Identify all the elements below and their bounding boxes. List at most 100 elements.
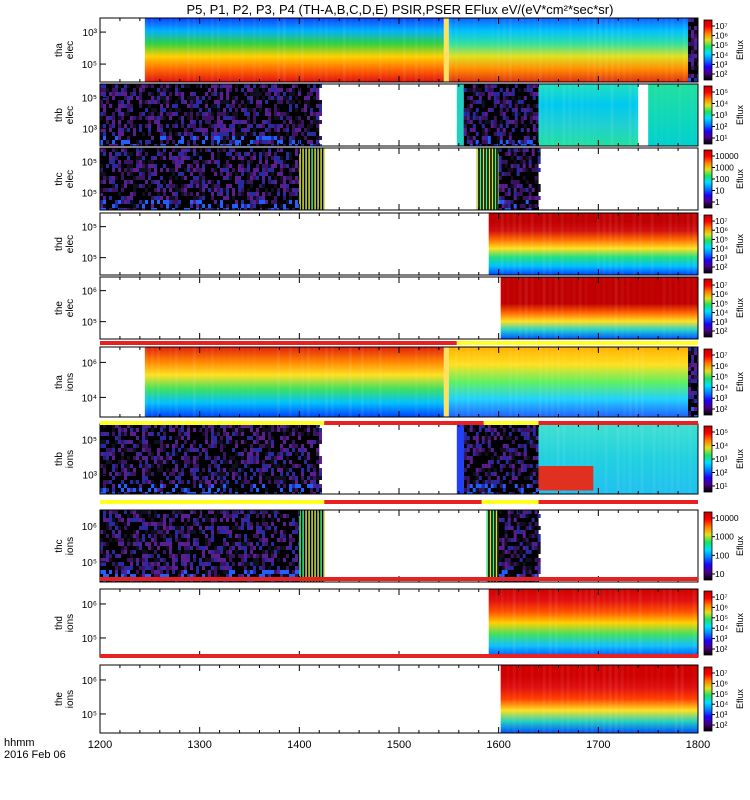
ytick-label: 10⁵ xyxy=(82,558,97,569)
region-thc-elec-0-cell xyxy=(163,156,166,160)
region-thb-ions-0-cell xyxy=(265,464,268,468)
ytick-label: 10⁵ xyxy=(82,94,97,105)
region-thb-ions-0-cell xyxy=(277,428,280,432)
region-thc-ions-0-cell xyxy=(241,518,244,522)
region-thd-ions-0-texture xyxy=(543,589,546,657)
region-the-ions-0-texture xyxy=(542,665,546,733)
region-the-ions-0-texture xyxy=(560,665,564,733)
region-thc-ions-0-cell xyxy=(139,510,142,514)
region-the-ions-0-texture xyxy=(518,665,522,733)
region-thb-elec-0-cell xyxy=(316,116,319,120)
region-thc-elec-0-cell xyxy=(211,168,214,172)
panel-label-probe: thb xyxy=(54,108,65,122)
region-thc-ions-0-cell xyxy=(124,526,127,530)
region-thb-elec-2-cell xyxy=(520,128,524,132)
region-thb-ions-0-cell xyxy=(238,472,241,476)
region-thc-elec-0-cell xyxy=(199,184,202,188)
region-thc-ions-0-cell xyxy=(238,554,241,558)
region-thb-elec-0-cell xyxy=(316,112,319,116)
region-tha-ions-3-cell xyxy=(688,391,692,395)
region-thc-ions-0-cell xyxy=(241,522,244,526)
region-the-elec-0-texture xyxy=(626,277,630,339)
region-thc-elec-0-cell xyxy=(142,204,145,208)
region-thb-ions-0-cell xyxy=(154,424,157,428)
region-thb-elec-0-cell xyxy=(313,84,316,88)
region-thb-ions-0-cell xyxy=(241,484,244,488)
region-thb-ions-0-cell xyxy=(103,488,106,492)
region-thb-ions-2-cell xyxy=(478,488,482,492)
region-thb-ions-0-cell xyxy=(169,428,172,432)
region-thc-elec-0-cell xyxy=(271,208,274,210)
region-thb-elec-0-cell xyxy=(292,128,295,132)
region-thc-ions-0-cell xyxy=(181,526,184,530)
region-thb-ions-2-cell xyxy=(487,468,491,472)
region-thb-ions-0-cell xyxy=(214,492,217,494)
region-thc-elec-3-cell xyxy=(525,168,529,172)
region-thc-elec-0-cell xyxy=(136,184,139,188)
region-thb-elec-2-cell xyxy=(511,88,515,92)
ytick-label: 10⁶ xyxy=(82,287,97,298)
region-thb-ions-2-cell xyxy=(511,476,515,480)
region-thc-elec-0-cell xyxy=(253,172,256,176)
region-thb-ions-2-cell xyxy=(517,428,521,432)
region-thb-ions-0-cell xyxy=(253,452,256,456)
region-thc-elec-0-cell xyxy=(178,152,181,156)
region-thb-ions-2-cell xyxy=(481,440,485,444)
region-thb-ions-0-cell xyxy=(103,440,106,444)
region-thb-ions-0-cell xyxy=(145,456,148,460)
region-thb-ions-0-cell xyxy=(226,484,229,488)
panel-label-species: elec xyxy=(65,170,76,188)
region-thb-elec-0-cell xyxy=(217,116,220,120)
region-thc-ions-0-cell xyxy=(103,530,106,534)
region-thb-elec-0-cell xyxy=(139,92,142,96)
region-thc-elec-0-cell xyxy=(148,168,151,172)
region-thb-elec-2-cell xyxy=(505,108,509,112)
region-thc-elec-0-cell xyxy=(253,176,256,180)
region-thc-ions-0-cell xyxy=(109,538,112,542)
region-thb-elec-0-cell xyxy=(274,136,277,140)
region-thc-elec-0-cell xyxy=(187,156,190,160)
region-thb-elec-0-cell xyxy=(289,100,292,104)
region-thc-ions-0-cell xyxy=(145,550,148,554)
region-thc-ions-0-cell xyxy=(268,546,271,550)
region-tha-ions-3-cell xyxy=(688,383,692,387)
colorbar-label: Eflux xyxy=(735,104,745,125)
region-tha-elec-3-cell xyxy=(694,74,698,78)
region-thb-ions-0-cell xyxy=(148,472,151,476)
region-thb-elec-0-cell xyxy=(292,100,295,104)
region-thc-ions-0-cell xyxy=(217,526,220,530)
colorbar-tick-label: 10³ xyxy=(715,710,727,720)
region-thb-elec-0-cell xyxy=(280,84,283,88)
region-thb-elec-0-cell xyxy=(286,88,289,92)
region-thb-ions-0-cell xyxy=(223,456,226,460)
region-thb-ions-2-cell xyxy=(478,452,482,456)
region-thc-ions-0-cell xyxy=(175,562,178,566)
region-thb-elec-0-cell xyxy=(172,112,175,116)
region-tha-ions-0-texture xyxy=(259,347,262,417)
colorbar-thb-elec xyxy=(703,85,713,145)
region-thb-ions-0-cell xyxy=(241,428,244,432)
region-thc-elec-0-cell xyxy=(217,192,220,196)
region-thc-elec-0-cell xyxy=(142,164,145,168)
region-thc-elec-3-cell xyxy=(528,164,532,168)
region-thb-elec-0-cell xyxy=(145,140,148,144)
region-thb-elec-0-cell xyxy=(127,112,130,116)
region-thb-ions-2-cell xyxy=(463,448,467,452)
region-thb-ions-0-cell xyxy=(211,476,214,480)
region-thb-elec-0-cell xyxy=(157,120,160,124)
region-thb-elec-0-cell xyxy=(208,108,211,112)
region-tha-ions-0-texture xyxy=(174,347,178,417)
region-thb-elec-0-cell xyxy=(172,124,175,128)
region-thc-ions-0-cell xyxy=(103,562,106,566)
region-thb-ions-3-texture xyxy=(586,424,590,494)
region-thb-elec-0-cell xyxy=(307,132,310,136)
region-thb-elec-0-cell xyxy=(319,100,322,104)
region-thb-ions-0-cell xyxy=(304,456,307,460)
region-thc-elec-2-stripe xyxy=(485,148,488,210)
region-thb-ions-0-cell xyxy=(223,428,226,432)
region-thb-ions-2-cell xyxy=(463,432,467,436)
region-tha-ions-3-cell xyxy=(688,351,692,355)
region-thc-ions-0-cell xyxy=(181,562,184,566)
region-thd-elec-0-texture xyxy=(585,213,588,275)
region-thb-elec-0-cell xyxy=(154,120,157,124)
